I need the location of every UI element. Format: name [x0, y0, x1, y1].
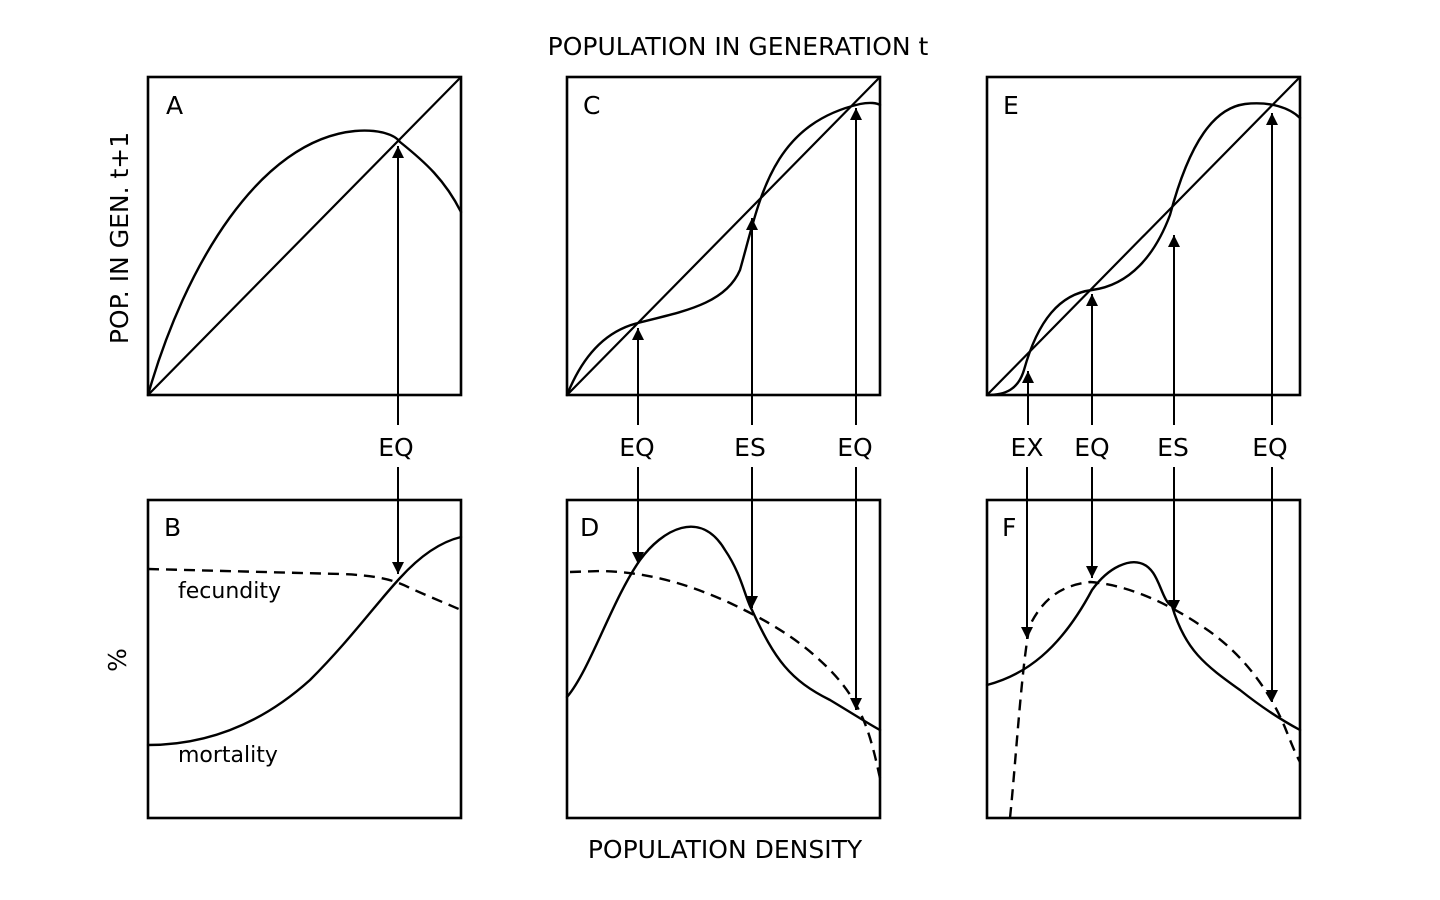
label-e-eq1: EQ: [1074, 433, 1109, 462]
marker-e-es: ES: [1157, 235, 1189, 612]
y-axis-label-bottom: %: [103, 648, 132, 672]
figure-bottom-title: POPULATION DENSITY: [588, 835, 863, 864]
panel-a: A: [146, 75, 463, 397]
panel-e-letter: E: [1003, 91, 1019, 120]
panel-e-recruitment-curve: [985, 102, 1302, 397]
panel-d-letter: D: [580, 513, 599, 542]
panel-c: C: [565, 75, 882, 397]
panel-a-recruitment-curve: [146, 129, 463, 397]
label-a-eq: EQ: [378, 433, 413, 462]
mortality-label: mortality: [178, 743, 278, 768]
panel-d-mortality-curve: [565, 525, 882, 732]
marker-e-eq1: EQ: [1074, 294, 1110, 578]
panel-d-frame: [565, 498, 882, 820]
panel-e: E: [985, 75, 1302, 397]
panel-f-letter: F: [1002, 513, 1016, 542]
panel-a-letter: A: [166, 91, 183, 120]
figure-top-title: POPULATION IN GENERATION t: [548, 32, 929, 61]
panel-b-frame: [146, 498, 463, 820]
panel-a-frame: [146, 75, 463, 397]
marker-e-ex: EX: [1011, 371, 1044, 639]
panel-e-replacement-line: [986, 76, 1301, 396]
panel-b: B fecundity mortality: [146, 498, 463, 820]
panel-d-fecundity-curve: [569, 569, 882, 779]
marker-c-es: ES: [734, 218, 766, 608]
panel-b-mortality-curve: [146, 535, 463, 747]
panel-b-letter: B: [164, 513, 181, 542]
marker-e-eq2: EQ: [1252, 113, 1288, 702]
label-c-es: ES: [734, 433, 766, 462]
marker-a-eq: EQ: [378, 146, 414, 574]
panel-f-mortality-curve: [985, 561, 1302, 732]
panel-a-replacement-line: [147, 76, 462, 396]
panel-c-replacement-line: [566, 76, 881, 396]
panel-f: F: [985, 498, 1302, 820]
panel-e-frame: [985, 75, 1302, 397]
panel-c-letter: C: [583, 91, 600, 120]
panel-d: D: [565, 498, 882, 820]
fecundity-label: fecundity: [178, 579, 281, 604]
marker-c-eq2: EQ: [837, 108, 873, 710]
label-c-eq1: EQ: [619, 433, 654, 462]
label-e-es: ES: [1157, 433, 1189, 462]
label-c-eq2: EQ: [837, 433, 872, 462]
panel-c-frame: [565, 75, 882, 397]
panel-f-frame: [985, 498, 1302, 820]
label-e-ex: EX: [1011, 433, 1044, 462]
label-e-eq2: EQ: [1252, 433, 1287, 462]
y-axis-label-top: POP. IN GEN. t+1: [105, 132, 134, 344]
panel-f-fecundity-curve: [1008, 580, 1302, 819]
marker-c-eq1: EQ: [619, 328, 655, 564]
panel-c-recruitment-curve: [565, 101, 882, 397]
